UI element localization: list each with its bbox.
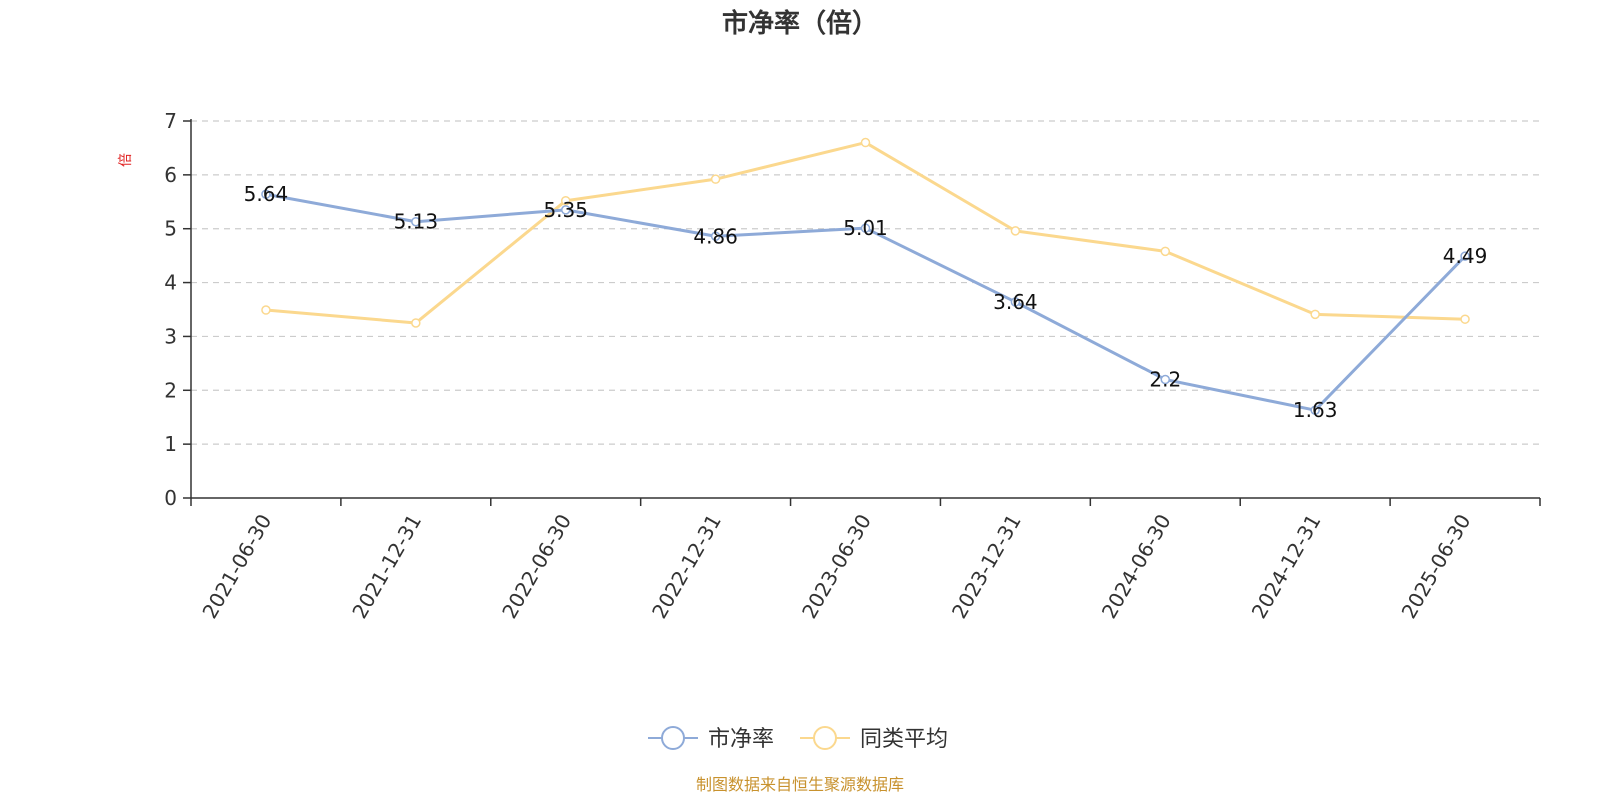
x-tick-label: 2022-12-31 xyxy=(647,510,726,623)
series-layer xyxy=(261,137,1470,415)
data-label-pb: 5.64 xyxy=(244,182,289,206)
data-point-peer-avg xyxy=(710,174,721,184)
data-point-peer-avg xyxy=(1010,226,1021,236)
data-label-pb: 5.35 xyxy=(543,198,588,222)
y-tick-label: 6 xyxy=(164,163,177,187)
data-label-pb: 5.13 xyxy=(394,210,439,234)
x-tick-label: 2025-06-30 xyxy=(1397,510,1476,623)
x-tick-label: 2023-06-30 xyxy=(797,510,876,623)
y-tick-label: 4 xyxy=(164,271,177,295)
data-label-pb: 2.2 xyxy=(1149,368,1181,392)
data-point-peer-avg xyxy=(560,195,571,206)
data-point-pb xyxy=(710,231,721,242)
legend-item-peer-avg[interactable]: 同类平均 xyxy=(800,726,948,752)
y-tick-label: 5 xyxy=(164,217,177,241)
data-label-pb: 1.63 xyxy=(1293,398,1338,422)
y-tick-label: 2 xyxy=(164,378,177,402)
chart-title: 市净率（倍） xyxy=(722,8,878,39)
data-point-pb xyxy=(261,189,271,199)
data-point-pb xyxy=(1160,374,1171,385)
data-point-peer-avg xyxy=(1310,309,1320,320)
legend-marker-peer-avg xyxy=(813,726,837,750)
data-point-peer-avg xyxy=(411,318,421,328)
legend-label-peer-avg: 同类平均 xyxy=(860,727,948,752)
data-point-peer-avg xyxy=(261,305,271,315)
data-source-note: 制图数据来自恒生聚源数据库 xyxy=(696,775,904,794)
x-tick-label: 2023-12-31 xyxy=(947,510,1026,623)
legend: 市净率 同类平均 xyxy=(648,726,948,752)
legend-marker-pb xyxy=(661,726,685,750)
data-labels: 5.64 5.13 5.35 4.86 5.01 3.64 2.2 1.63 4.49 xyxy=(244,182,1488,422)
data-point-pb xyxy=(411,216,421,227)
data-label-pb: 3.64 xyxy=(993,290,1038,314)
data-point-peer-avg xyxy=(1160,246,1171,257)
data-point-pb xyxy=(1460,251,1470,261)
x-tick-label: 2022-06-30 xyxy=(497,510,576,623)
data-point-peer-avg xyxy=(1460,314,1470,324)
legend-item-pb[interactable]: 市净率 xyxy=(648,726,774,752)
axes: 0 1 2 3 4 5 6 7 2021-06-30 2021-12-31 2022-06-30 20… xyxy=(164,109,1541,623)
data-point-peer-avg xyxy=(860,137,871,148)
grid-lines xyxy=(191,120,1540,445)
x-tick-label: 2021-12-31 xyxy=(347,510,426,623)
data-label-pb: 4.86 xyxy=(693,224,738,248)
x-tick-label: 2024-12-31 xyxy=(1247,510,1326,623)
x-tick-label: 2024-06-30 xyxy=(1097,510,1176,623)
y-tick-label: 0 xyxy=(164,486,177,510)
x-tick-label: 2021-06-30 xyxy=(197,510,276,623)
data-point-pb xyxy=(1010,297,1021,307)
data-label-pb: 4.49 xyxy=(1443,244,1488,268)
y-tick-label: 1 xyxy=(164,432,177,456)
y-tick-label: 7 xyxy=(164,109,177,133)
y-axis-unit: 倍 xyxy=(118,153,134,167)
data-point-pb xyxy=(860,223,871,233)
legend-label-pb: 市净率 xyxy=(708,727,774,752)
y-tick-label: 3 xyxy=(164,324,177,348)
data-point-pb xyxy=(560,205,571,215)
data-label-pb: 5.01 xyxy=(843,216,888,240)
data-point-pb xyxy=(1310,405,1320,415)
